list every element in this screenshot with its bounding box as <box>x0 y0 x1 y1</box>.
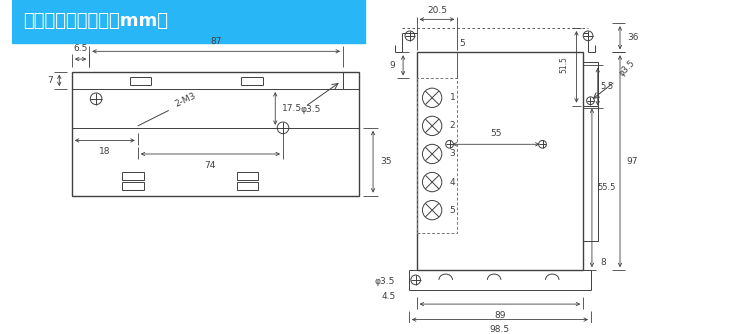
Text: 98.5: 98.5 <box>490 325 510 334</box>
Text: 8: 8 <box>601 258 607 267</box>
Text: 74: 74 <box>205 161 216 170</box>
Text: 6.5: 6.5 <box>74 44 88 53</box>
Text: 1: 1 <box>449 93 455 102</box>
Text: 17.5: 17.5 <box>282 104 302 113</box>
Text: 4.5: 4.5 <box>381 292 395 301</box>
Bar <box>12 0 365 43</box>
Bar <box>236 182 258 190</box>
Text: 7: 7 <box>46 76 53 85</box>
Text: 5.5: 5.5 <box>601 82 613 91</box>
Text: 51.5: 51.5 <box>560 56 568 73</box>
Text: 9: 9 <box>389 61 395 70</box>
Bar <box>417 52 584 270</box>
Text: φ3.5: φ3.5 <box>301 105 321 114</box>
Text: φ3.5: φ3.5 <box>375 277 395 286</box>
Text: 2: 2 <box>449 121 455 130</box>
Text: 89: 89 <box>494 311 506 320</box>
Text: 安装尺寸图：（单位mm）: 安装尺寸图：（单位mm） <box>23 12 169 30</box>
Text: φ3.5: φ3.5 <box>617 59 637 78</box>
Text: 55: 55 <box>490 130 502 139</box>
Text: 97: 97 <box>627 157 638 166</box>
Bar <box>236 172 258 180</box>
Text: 4: 4 <box>449 178 455 187</box>
Text: 2-M3: 2-M3 <box>173 91 198 109</box>
Text: 87: 87 <box>211 36 222 45</box>
Bar <box>122 182 143 190</box>
Bar <box>122 172 143 180</box>
Text: 55.5: 55.5 <box>598 183 616 192</box>
Text: 3: 3 <box>449 150 455 158</box>
Bar <box>417 78 458 233</box>
Bar <box>72 72 358 196</box>
Text: 35: 35 <box>380 157 392 166</box>
Text: 18: 18 <box>99 147 110 156</box>
Text: 5: 5 <box>449 206 455 215</box>
Text: 5: 5 <box>459 39 465 48</box>
Text: 36: 36 <box>627 33 638 42</box>
Text: 20.5: 20.5 <box>427 6 447 15</box>
